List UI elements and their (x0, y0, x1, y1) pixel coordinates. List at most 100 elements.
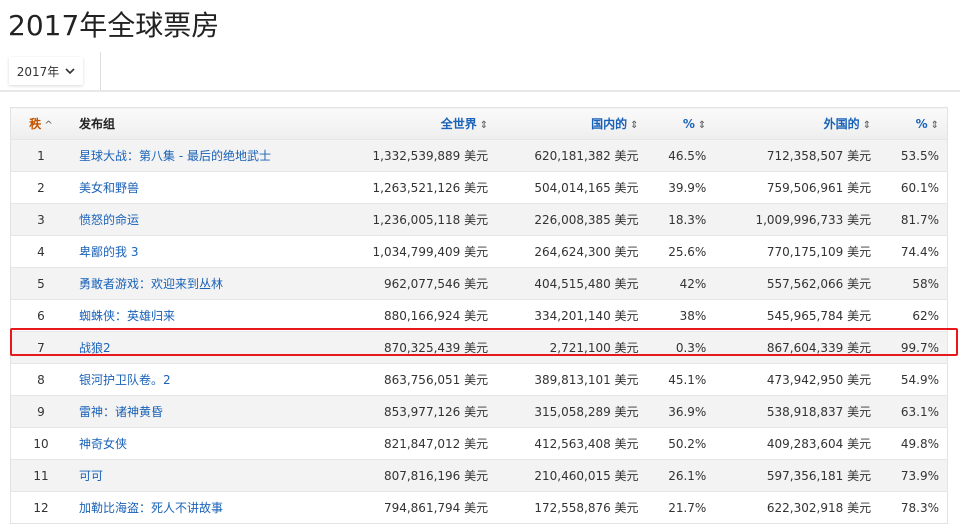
domestic-cell: 620,181,382 美元 (496, 139, 647, 172)
column-header-foreign[interactable]: 外国的 ⇕ (714, 107, 880, 140)
worldwide-cell: 870,325,439 美元 (331, 331, 497, 364)
rank-cell: 8 (10, 363, 71, 396)
foreign-pct-cell: 74.4% (879, 235, 948, 268)
domestic-pct-cell: 46.5% (646, 139, 715, 172)
domestic-pct-cell: 45.1% (646, 363, 715, 396)
foreign-cell: 867,604,339 美元 (714, 331, 880, 364)
domestic-cell: 210,460,015 美元 (496, 459, 647, 492)
rank-cell: 4 (10, 235, 71, 268)
sort-icon: ⇕ (862, 120, 872, 131)
foreign-cell: 597,356,181 美元 (714, 459, 880, 492)
domestic-cell: 226,008,385 美元 (496, 203, 647, 236)
column-header-title[interactable]: 发布组 (71, 107, 332, 140)
foreign-cell: 712,358,507 美元 (714, 139, 880, 172)
column-header-domestic[interactable]: 国内的 ⇕ (496, 107, 647, 140)
domestic-pct-cell: 38% (646, 299, 715, 332)
table-row: 7 战狼2 870,325,439 美元 2,721,100 美元 0.3% 867,60… (10, 331, 948, 364)
table-header: 秩 ^ 发布组 全世界 ⇕ 国内的 ⇕ % ⇕ 外国的 ⇕ % ⇕ (10, 107, 948, 140)
title-link[interactable]: 银河护卫队卷。2 (71, 363, 332, 396)
domestic-cell: 315,058,289 美元 (496, 395, 647, 428)
domestic-pct-cell: 18.3% (646, 203, 715, 236)
sort-icon: ⇕ (630, 120, 639, 131)
table-row: 9 雷神：诸神黄昏 853,977,126 美元 315,058,289 美元 36.9… (10, 395, 948, 428)
title-link[interactable]: 战狼2 (71, 331, 332, 364)
column-header-domestic-pct[interactable]: % ⇕ (646, 107, 715, 140)
foreign-cell: 622,302,918 美元 (714, 491, 880, 524)
title-link[interactable]: 雷神：诸神黄昏 (71, 395, 332, 428)
rank-cell: 12 (10, 491, 71, 524)
title-link[interactable]: 卑鄙的我 3 (71, 235, 332, 268)
domestic-cell: 412,563,408 美元 (496, 427, 647, 460)
year-selector[interactable]: 2017年 (9, 57, 83, 85)
foreign-pct-cell: 73.9% (879, 459, 948, 492)
foreign-cell: 545,965,784 美元 (714, 299, 880, 332)
table-row: 5 勇敢者游戏：欢迎来到丛林 962,077,546 美元 404,515,480 美… (10, 267, 948, 300)
worldwide-cell: 821,847,012 美元 (331, 427, 497, 460)
domestic-cell: 504,014,165 美元 (496, 171, 647, 204)
title-link[interactable]: 星球大战：第八集 - 最后的绝地武士 (71, 139, 332, 172)
table-row: 4 卑鄙的我 3 1,034,799,409 美元 264,624,300 美元 25.… (10, 235, 948, 268)
chevron-down-icon (65, 67, 75, 74)
sort-ascending-icon: ^ (44, 120, 53, 131)
column-header-foreign-pct[interactable]: % ⇕ (879, 107, 948, 140)
rank-cell: 11 (10, 459, 71, 492)
domestic-pct-cell: 26.1% (646, 459, 715, 492)
rank-cell: 5 (10, 267, 71, 300)
rank-cell: 7 (10, 331, 71, 364)
title-link[interactable]: 可可 (71, 459, 332, 492)
table-row: 3 愤怒的命运 1,236,005,118 美元 226,008,385 美元 18.3… (10, 203, 948, 236)
worldwide-cell: 863,756,051 美元 (331, 363, 497, 396)
sort-icon: ⇕ (479, 120, 489, 131)
domestic-pct-cell: 0.3% (646, 331, 715, 364)
domestic-cell: 404,515,480 美元 (496, 267, 647, 300)
foreign-cell: 557,562,066 美元 (714, 267, 880, 300)
foreign-pct-cell: 58% (879, 267, 948, 300)
foreign-pct-cell: 54.9% (879, 363, 948, 396)
foreign-cell: 473,942,950 美元 (714, 363, 880, 396)
title-link[interactable]: 勇敢者游戏：欢迎来到丛林 (71, 267, 332, 300)
foreign-cell: 538,918,837 美元 (714, 395, 880, 428)
domestic-cell: 172,558,876 美元 (496, 491, 647, 524)
page-title: 2017年全球票房 (8, 9, 220, 42)
title-link[interactable]: 美女和野兽 (71, 171, 332, 204)
foreign-pct-cell: 78.3% (879, 491, 948, 524)
domestic-cell: 389,813,101 美元 (496, 363, 647, 396)
column-header-worldwide[interactable]: 全世界 ⇕ (331, 107, 497, 140)
toolbar: 2017年 (0, 52, 960, 92)
table-row: 8 银河护卫队卷。2 863,756,051 美元 389,813,101 美元 45.… (10, 363, 948, 396)
foreign-pct-cell: 49.8% (879, 427, 948, 460)
foreign-cell: 409,283,604 美元 (714, 427, 880, 460)
sort-icon: ⇕ (930, 119, 939, 131)
domestic-pct-cell: 25.6% (646, 235, 715, 268)
title-link[interactable]: 加勒比海盗：死人不讲故事 (71, 491, 332, 524)
year-selector-value: 2017年 (16, 64, 60, 79)
foreign-cell: 770,175,109 美元 (714, 235, 880, 268)
foreign-pct-cell: 81.7% (879, 203, 948, 236)
title-link[interactable]: 蜘蛛侠：英雄归来 (71, 299, 332, 332)
table-row: 11 可可 807,816,196 美元 210,460,015 美元 26.1% 597… (10, 459, 948, 492)
foreign-pct-cell: 53.5% (879, 139, 948, 172)
domestic-pct-cell: 42% (646, 267, 715, 300)
domestic-pct-cell: 36.9% (646, 395, 715, 428)
divider (100, 52, 101, 90)
rank-cell: 9 (10, 395, 71, 428)
column-header-rank[interactable]: 秩 ^ (10, 107, 71, 140)
domestic-pct-cell: 50.2% (646, 427, 715, 460)
worldwide-cell: 962,077,546 美元 (331, 267, 497, 300)
foreign-pct-cell: 63.1% (879, 395, 948, 428)
rank-cell: 6 (10, 299, 71, 332)
rank-cell: 1 (10, 139, 71, 172)
worldwide-cell: 1,236,005,118 美元 (331, 203, 497, 236)
foreign-pct-cell: 62% (879, 299, 948, 332)
domestic-cell: 264,624,300 美元 (496, 235, 647, 268)
worldwide-cell: 1,263,521,126 美元 (331, 171, 497, 204)
title-link[interactable]: 神奇女侠 (71, 427, 332, 460)
worldwide-cell: 1,034,799,409 美元 (331, 235, 497, 268)
table-row: 6 蜘蛛侠：英雄归来 880,166,924 美元 334,201,140 美元 38%… (10, 299, 948, 332)
sort-icon: ⇕ (697, 119, 707, 131)
foreign-cell: 759,506,961 美元 (714, 171, 880, 204)
domestic-pct-cell: 39.9% (646, 171, 715, 204)
table-row: 10 神奇女侠 821,847,012 美元 412,563,408 美元 50.2% 4… (10, 427, 948, 460)
title-link[interactable]: 愤怒的命运 (71, 203, 332, 236)
table-row: 2 美女和野兽 1,263,521,126 美元 504,014,165 美元 39.9… (10, 171, 948, 204)
